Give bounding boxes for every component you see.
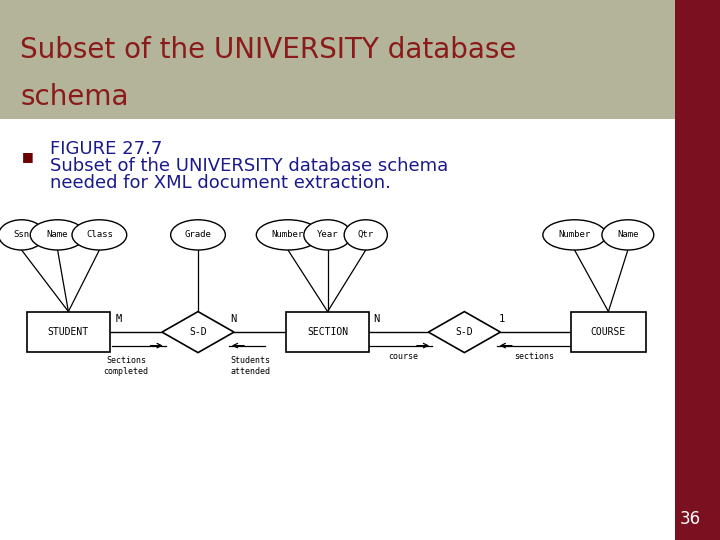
Bar <box>0 0 675 119</box>
Text: Sections
completed: Sections completed <box>104 356 148 376</box>
Text: Grade: Grade <box>184 231 212 239</box>
Ellipse shape <box>304 220 351 250</box>
Text: STUDENT: STUDENT <box>48 327 89 337</box>
Text: Class: Class <box>86 231 113 239</box>
Text: Subset of the UNIVERSITY database schema: Subset of the UNIVERSITY database schema <box>50 157 449 175</box>
Text: ■: ■ <box>22 150 33 163</box>
Ellipse shape <box>344 220 387 250</box>
Text: S-D: S-D <box>456 327 473 337</box>
Text: needed for XML document extraction.: needed for XML document extraction. <box>50 174 391 192</box>
Ellipse shape <box>256 220 320 250</box>
Text: sections: sections <box>514 352 554 361</box>
Polygon shape <box>162 312 234 353</box>
Text: N: N <box>230 314 237 324</box>
Text: schema: schema <box>20 83 129 111</box>
Bar <box>571 312 647 352</box>
Bar <box>287 312 369 352</box>
Text: Students
attended: Students attended <box>230 356 271 376</box>
Bar <box>27 312 109 352</box>
Text: Qtr: Qtr <box>358 231 374 239</box>
Text: Number: Number <box>272 231 304 239</box>
Polygon shape <box>428 312 500 353</box>
Text: Name: Name <box>47 231 68 239</box>
Text: 1: 1 <box>498 314 505 324</box>
Text: Name: Name <box>617 231 639 239</box>
Ellipse shape <box>171 220 225 250</box>
Text: SECTION: SECTION <box>307 327 348 337</box>
Ellipse shape <box>0 220 45 250</box>
Text: 36: 36 <box>679 510 701 528</box>
Ellipse shape <box>602 220 654 250</box>
Ellipse shape <box>543 220 606 250</box>
Text: N: N <box>373 314 379 324</box>
Text: COURSE: COURSE <box>591 327 626 337</box>
Text: course: course <box>388 352 418 361</box>
Text: Year: Year <box>317 231 338 239</box>
Bar <box>675 0 720 540</box>
Text: M: M <box>115 314 122 324</box>
Text: S-D: S-D <box>189 327 207 337</box>
Text: Subset of the UNIVERSITY database: Subset of the UNIVERSITY database <box>20 36 516 64</box>
Ellipse shape <box>30 220 85 250</box>
Text: FIGURE 27.7: FIGURE 27.7 <box>50 139 163 158</box>
Ellipse shape <box>72 220 127 250</box>
Text: Number: Number <box>559 231 590 239</box>
Text: Ssn: Ssn <box>14 231 30 239</box>
